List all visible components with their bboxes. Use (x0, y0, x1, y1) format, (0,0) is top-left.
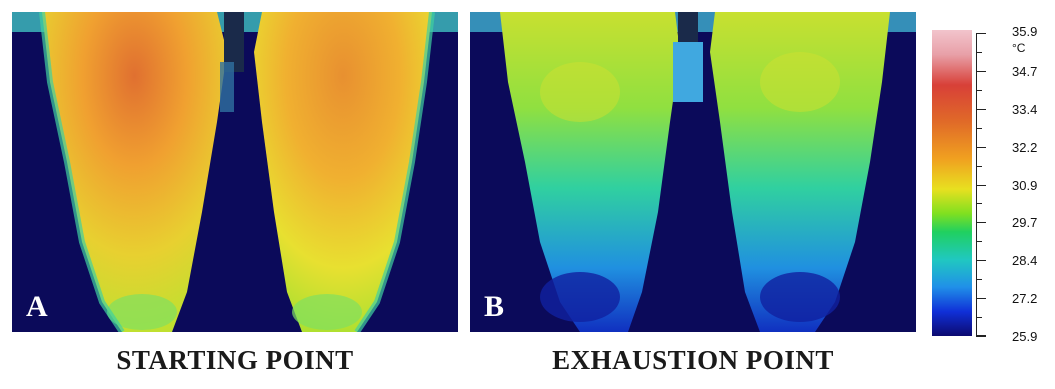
temperature-color-scale (932, 30, 972, 336)
scale-label: 30.9 (1012, 179, 1037, 192)
panel-label-a: A (26, 292, 48, 322)
scale-tick (976, 222, 986, 223)
scale-tick (976, 71, 986, 72)
caption-exhaustion-point: EXHAUSTION POINT (470, 345, 916, 376)
scale-label: 27.2 (1012, 292, 1037, 305)
scale-minor-tick (976, 241, 982, 242)
caption-starting-point: STARTING POINT (12, 345, 458, 376)
scale-minor-tick (976, 317, 982, 318)
scale-tick (976, 109, 986, 110)
scale-tick (976, 298, 986, 299)
scale-minor-tick (976, 90, 982, 91)
panel-label-b: B (484, 292, 504, 322)
scale-minor-tick (976, 279, 982, 280)
scale-minor-tick (976, 203, 982, 204)
thermal-legs-exhaustion (470, 12, 916, 332)
thermal-legs-starting (12, 12, 458, 332)
scale-unit-label: °C (1012, 41, 1025, 55)
scale-tick (976, 185, 986, 186)
scale-label: 34.7 (1012, 65, 1037, 78)
thermal-image-starting-point: A (12, 12, 458, 332)
thermal-image-exhaustion-point: B (470, 12, 916, 332)
scale-label: 25.9 (1012, 330, 1037, 343)
scale-label: 32.2 (1012, 141, 1037, 154)
scale-label: 29.7 (1012, 216, 1037, 229)
scale-tick (976, 260, 986, 261)
scale-tick (976, 336, 986, 337)
scale-minor-tick (976, 128, 982, 129)
scale-label: 35.9 (1012, 25, 1037, 38)
scale-label: 33.4 (1012, 103, 1037, 116)
scale-minor-tick (976, 52, 982, 53)
scale-tick (976, 33, 986, 34)
scale-minor-tick (976, 166, 982, 167)
scale-label: 28.4 (1012, 254, 1037, 267)
scale-tick (976, 147, 986, 148)
